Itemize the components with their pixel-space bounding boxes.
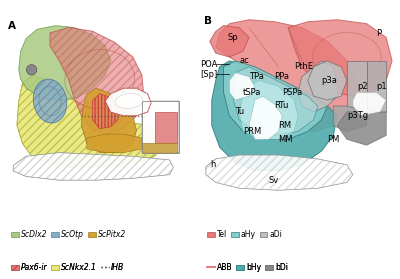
Legend: ABB, bHy, bDi: ABB, bHy, bDi <box>204 260 291 275</box>
Text: Tu: Tu <box>235 107 244 116</box>
Text: Sv: Sv <box>269 176 279 185</box>
Text: PRM: PRM <box>243 127 261 136</box>
Legend: Pax6-ir, ScNkx2.1, IHB: Pax6-ir, ScNkx2.1, IHB <box>8 260 127 275</box>
Polygon shape <box>333 106 367 131</box>
Polygon shape <box>347 61 367 112</box>
Text: POA: POA <box>200 60 217 69</box>
Text: P: P <box>376 29 382 38</box>
Polygon shape <box>367 61 386 112</box>
Polygon shape <box>224 61 327 139</box>
Ellipse shape <box>33 79 67 123</box>
Polygon shape <box>210 26 249 57</box>
Text: B: B <box>204 16 212 26</box>
Polygon shape <box>87 134 142 153</box>
Text: PPa: PPa <box>274 72 290 81</box>
Text: tSPa: tSPa <box>243 88 262 97</box>
Polygon shape <box>105 88 151 116</box>
Text: p1: p1 <box>376 82 387 91</box>
Polygon shape <box>212 61 337 171</box>
Ellipse shape <box>115 94 143 109</box>
Text: PSPa: PSPa <box>282 88 302 97</box>
Polygon shape <box>13 153 173 180</box>
Text: [Sp]: [Sp] <box>200 70 217 79</box>
Text: Sp: Sp <box>228 33 238 42</box>
Polygon shape <box>206 155 353 190</box>
Text: h: h <box>210 160 215 169</box>
Bar <box>142 101 179 153</box>
Polygon shape <box>239 81 298 139</box>
Text: RTu: RTu <box>274 102 289 110</box>
Polygon shape <box>233 67 318 135</box>
Text: MM: MM <box>278 135 293 144</box>
Polygon shape <box>142 101 179 153</box>
Text: A: A <box>8 21 16 31</box>
Text: PM: PM <box>327 135 340 144</box>
Text: ac: ac <box>239 56 249 65</box>
Text: RM: RM <box>278 121 292 130</box>
Text: TPa: TPa <box>249 72 264 81</box>
Polygon shape <box>230 73 255 100</box>
Polygon shape <box>92 94 118 129</box>
Polygon shape <box>155 112 177 143</box>
Polygon shape <box>288 20 392 96</box>
Polygon shape <box>249 96 282 139</box>
Polygon shape <box>17 75 160 167</box>
Text: p3Tg: p3Tg <box>347 111 368 120</box>
Text: p2: p2 <box>357 82 368 91</box>
Circle shape <box>26 65 37 75</box>
Polygon shape <box>298 61 337 112</box>
Text: p3a: p3a <box>322 76 337 85</box>
Polygon shape <box>81 88 136 153</box>
Polygon shape <box>337 112 386 145</box>
Polygon shape <box>216 20 357 131</box>
Text: PthE: PthE <box>294 62 313 71</box>
Polygon shape <box>19 26 111 101</box>
Polygon shape <box>308 61 347 100</box>
Polygon shape <box>142 143 177 153</box>
Polygon shape <box>353 92 386 116</box>
Polygon shape <box>50 27 144 134</box>
